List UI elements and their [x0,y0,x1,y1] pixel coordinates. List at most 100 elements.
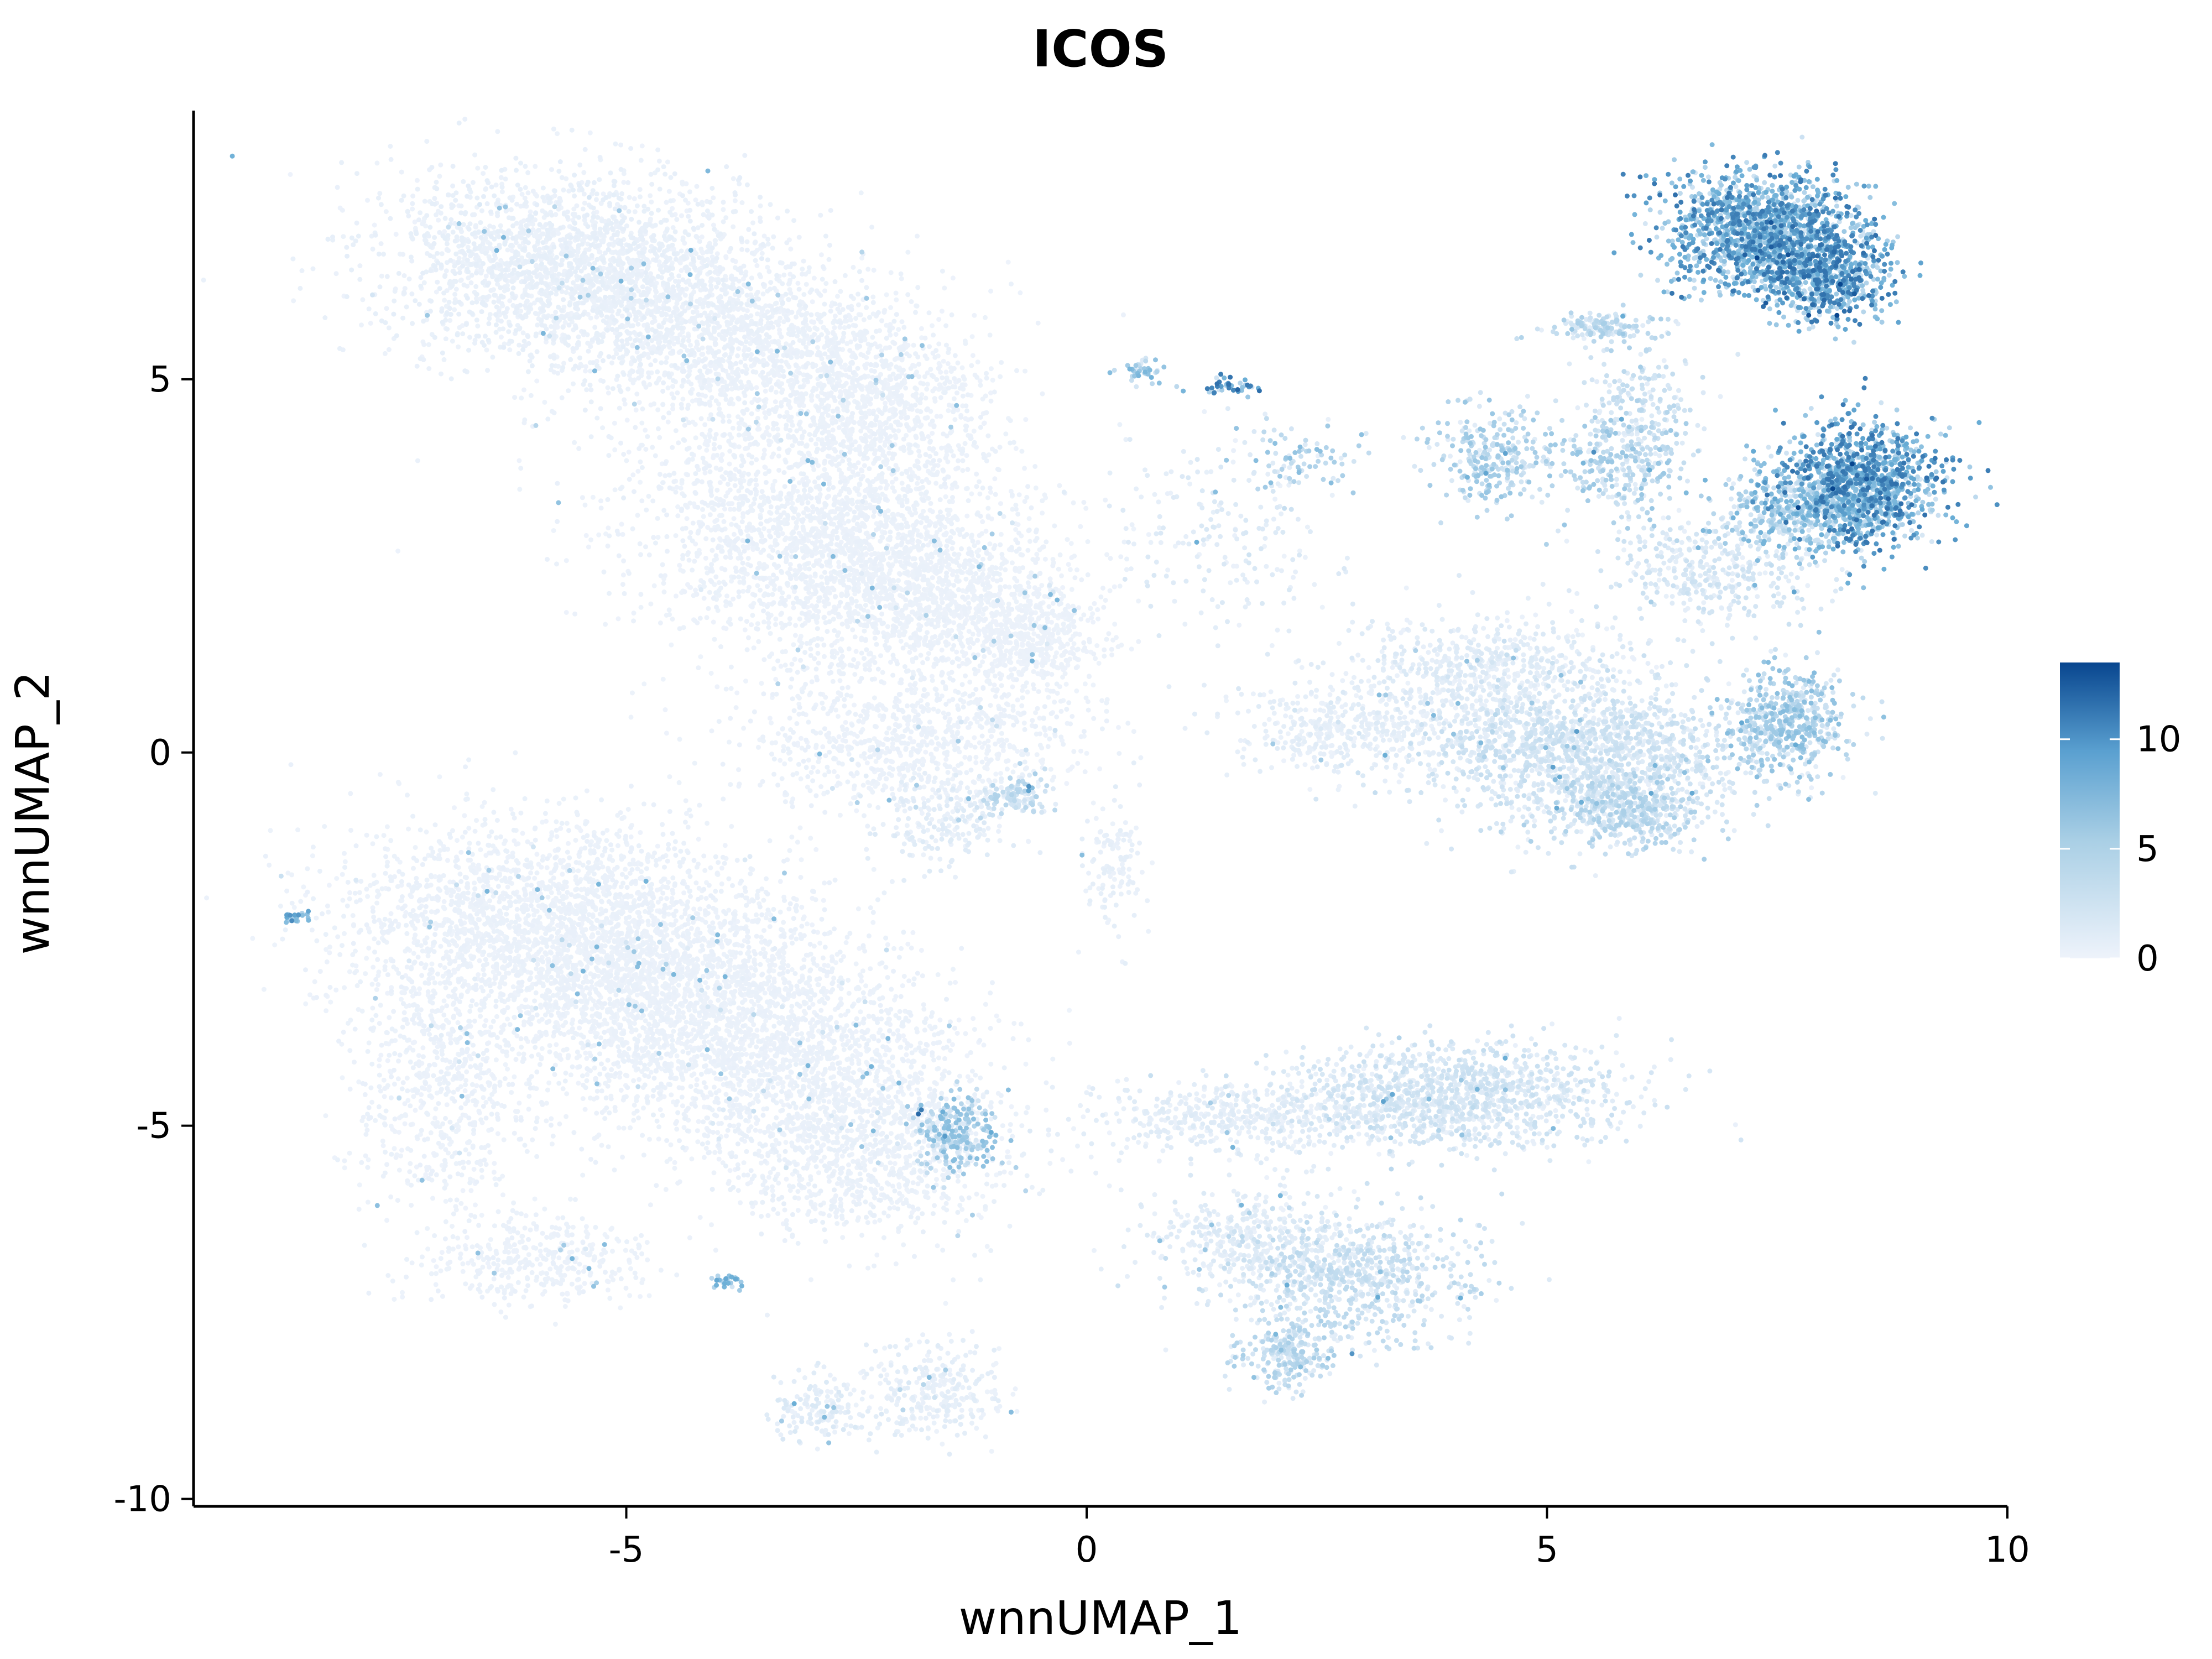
cell-point [509,807,514,812]
cell-point [635,349,640,354]
cell-point [749,965,754,970]
cell-point [940,309,945,314]
cell-point [484,274,489,279]
cell-point [911,739,916,744]
cell-point [676,1066,681,1071]
cell-point [666,420,671,425]
cell-point [711,620,716,625]
cell-point [1035,671,1040,676]
cell-point [412,1040,417,1045]
cell-point [630,472,635,477]
cell-point [870,920,875,925]
cell-point [303,1001,308,1006]
cell-point [411,1094,416,1099]
cell-point [957,1018,962,1022]
cell-point [962,1184,967,1189]
cell-point [620,532,625,537]
cell-point [615,843,620,848]
cell-point [998,501,1003,506]
cell-point [837,425,842,430]
cell-point [1034,552,1039,557]
cell-point [1006,260,1011,265]
cell-point [423,1172,428,1177]
cell-point [943,494,948,499]
cell-point [627,1293,632,1298]
cell-point [837,734,842,739]
cell-point [885,942,890,947]
cell-point [382,1078,387,1083]
cell-point [884,486,889,491]
cell-point [357,1182,362,1187]
cell-point [813,847,818,852]
cell-point [905,942,910,947]
cell-point [935,1243,940,1248]
cell-point [416,1053,421,1058]
cell-point [998,771,1003,776]
cell-point [956,724,961,729]
cell-point [583,1051,588,1056]
cell-point [425,1246,430,1251]
cell-point [966,1074,971,1079]
cell-point [606,1287,611,1292]
cell-point [343,859,348,864]
cell-point [734,691,739,696]
cell-point [967,645,972,650]
cell-point [395,549,400,554]
cell-point [925,382,930,387]
cell-point [724,593,729,598]
cell-point [641,681,646,686]
cell-point [762,447,767,452]
cell-point [342,931,347,936]
cell-point [791,484,796,489]
cell-point [645,859,650,864]
cell-point [773,677,778,682]
cell-point [612,421,617,426]
cell-point [989,366,994,371]
cell-point [688,343,693,348]
cell-point [467,1053,472,1058]
cell-point [634,408,639,413]
cell-point [1068,567,1073,572]
cell-point [708,999,713,1004]
cell-point [632,196,637,201]
cell-point [1112,622,1117,627]
cell-point [532,876,537,881]
cell-point [617,1074,622,1079]
cell-point [594,315,599,320]
cell-point [810,299,815,304]
cell-point [993,771,998,776]
cell-point [988,490,993,495]
cell-point [517,458,521,463]
cell-point [463,1206,468,1211]
cell-point [910,930,915,935]
cell-point [762,465,767,469]
cell-point [797,637,802,641]
cell-point [476,972,481,977]
cell-point [761,526,766,531]
cell-point [740,511,745,516]
cell-point [664,731,669,735]
cell-point [732,532,737,537]
cell-point [987,541,992,546]
cell-point [1024,1062,1029,1067]
cell-point [444,1199,448,1204]
cell-point [782,761,787,766]
cell-point [1131,526,1136,531]
cell-point [437,981,442,986]
cell-point [970,334,975,339]
cell-point [492,1161,497,1166]
cell-point [704,448,709,453]
cell-point [456,1244,461,1249]
cell-point [826,494,831,499]
cell-point [583,1107,588,1112]
cell-point [832,325,837,330]
cell-point [766,1175,771,1180]
cell-point [621,572,626,577]
cell-point [1009,1104,1014,1109]
cell-point [946,408,951,413]
cell-point [859,467,864,472]
cell-point [910,1210,915,1215]
cell-point [811,765,816,770]
cell-point [1049,620,1054,625]
cell-point [890,480,895,485]
